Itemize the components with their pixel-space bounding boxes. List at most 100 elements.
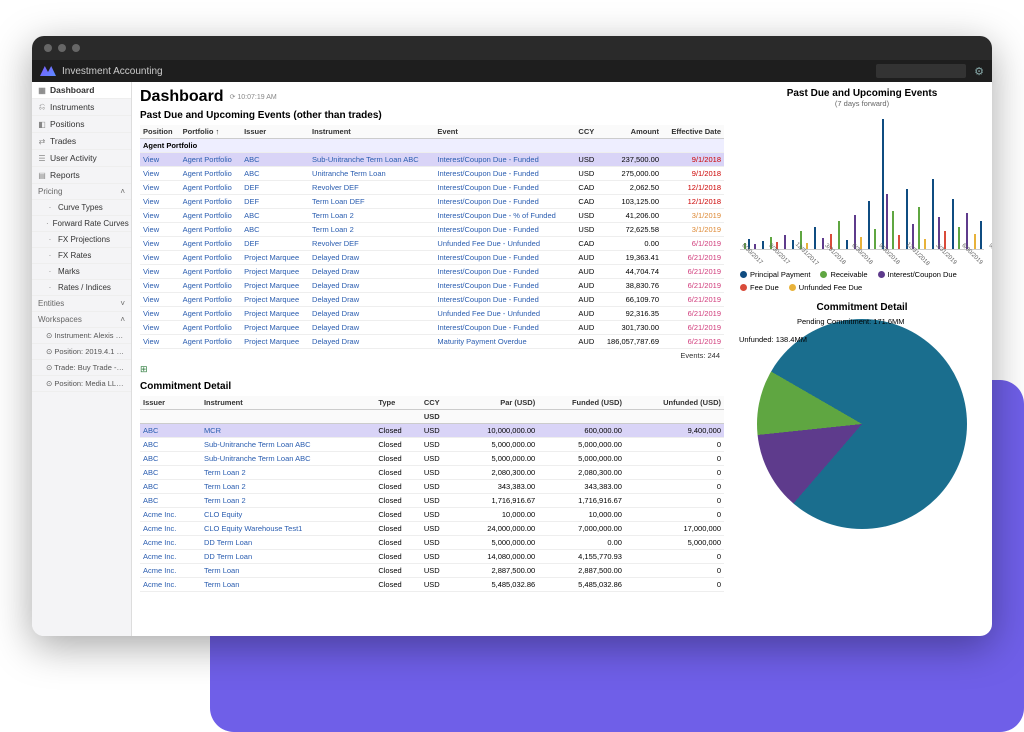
commitment-row[interactable]: ABCSub-Unitranche Term Loan ABCClosedUSD…	[140, 438, 724, 452]
commitment-row[interactable]: Acme Inc.Term LoanClosedUSD2,887,500.002…	[140, 564, 724, 578]
bar	[952, 199, 954, 249]
events-footer: Events: 244	[140, 349, 724, 362]
bar	[958, 227, 960, 249]
sidebar-item-instruments[interactable]: ⎌Instruments	[32, 99, 131, 116]
browser-window: Investment Accounting ⚙ ▦Dashboard⎌Instr…	[32, 36, 992, 636]
sidebar-pricing-forward-rate-curves[interactable]: ·Forward Rate Curves	[32, 216, 131, 232]
bar	[784, 235, 786, 249]
view-link[interactable]: View	[143, 211, 159, 220]
barchart-legend: Principal PaymentReceivableInterest/Coup…	[740, 270, 984, 292]
events-row[interactable]: ViewAgent PortfolioProject MarqueeDelaye…	[140, 251, 724, 265]
commitment-row[interactable]: ABCSub-Unitranche Term Loan ABCClosedUSD…	[140, 452, 724, 466]
sidebar-pricing-marks[interactable]: ·Marks	[32, 264, 131, 280]
events-row[interactable]: ViewAgent PortfolioProject MarqueeDelaye…	[140, 321, 724, 335]
sidebar-section-workspaces[interactable]: Workspaces˄	[32, 312, 131, 328]
workspace-item[interactable]: ⊙ Instrument: Alexis 2019.4.1.37018 Unic…	[32, 328, 131, 344]
bar	[892, 211, 894, 249]
window-dot	[44, 44, 52, 52]
pie-label: Pending Commitment: 171.6MM	[797, 317, 905, 326]
events-col-header[interactable]: CCY	[573, 125, 597, 139]
events-col-header[interactable]: Effective Date	[662, 125, 724, 139]
sidebar-item-trades[interactable]: ⇄Trades	[32, 133, 131, 150]
view-link[interactable]: View	[143, 267, 159, 276]
view-link[interactable]: View	[143, 155, 159, 164]
commitment-row[interactable]: Acme Inc.DD Term LoanClosedUSD14,080,000…	[140, 550, 724, 564]
events-row[interactable]: ViewAgent PortfolioProject MarqueeDelaye…	[140, 279, 724, 293]
export-excel-icon[interactable]: ⊞	[140, 362, 724, 377]
view-link[interactable]: View	[143, 281, 159, 290]
events-col-header[interactable]: Instrument	[309, 125, 434, 139]
events-row[interactable]: ViewAgent PortfolioProject MarqueeDelaye…	[140, 307, 724, 321]
bar	[980, 221, 982, 249]
workspace-item[interactable]: ⊙ Trade: Buy Trade - Dhwani Revolver	[32, 360, 131, 376]
commitment-row[interactable]: ABCMCRClosedUSD10,000,000.00600,000.009,…	[140, 424, 724, 438]
sidebar-pricing-fx-rates[interactable]: ·FX Rates	[32, 248, 131, 264]
workspace-item[interactable]: ⊙ Position: 2019.4.1 HEG - First Lien - …	[32, 344, 131, 360]
search-input[interactable]	[876, 64, 966, 78]
view-link[interactable]: View	[143, 323, 159, 332]
events-col-header[interactable]: Amount	[597, 125, 662, 139]
commitment-col-header[interactable]: CCY	[421, 396, 455, 410]
barchart-subtitle: (7 days forward)	[740, 99, 984, 108]
view-link[interactable]: View	[143, 225, 159, 234]
events-row[interactable]: ViewAgent PortfolioProject MarqueeDelaye…	[140, 293, 724, 307]
view-link[interactable]: View	[143, 197, 159, 206]
legend-item: Interest/Coupon Due	[878, 270, 957, 279]
sidebar-section-entities[interactable]: Entities˅	[32, 296, 131, 312]
commitment-col-header[interactable]: Funded (USD)	[538, 396, 625, 410]
events-group-header: Agent Portfolio	[140, 139, 724, 153]
app-logo	[40, 66, 56, 76]
commitment-row[interactable]: ABCTerm Loan 2ClosedUSD2,080,300.002,080…	[140, 466, 724, 480]
bar	[886, 194, 888, 249]
commitment-row[interactable]: Acme Inc.CLO Equity Warehouse Test1Close…	[140, 522, 724, 536]
sidebar-pricing-curve-types[interactable]: ·Curve Types	[32, 200, 131, 216]
commitment-col-header[interactable]: Issuer	[140, 396, 201, 410]
commitment-row[interactable]: ABCTerm Loan 2ClosedUSD1,716,916.671,716…	[140, 494, 724, 508]
view-link[interactable]: View	[143, 309, 159, 318]
view-link[interactable]: View	[143, 183, 159, 192]
commitment-col-header[interactable]: Instrument	[201, 396, 375, 410]
sidebar-pricing-fx-projections[interactable]: ·FX Projections	[32, 232, 131, 248]
events-row[interactable]: ViewAgent PortfolioABCUnitranche Term Lo…	[140, 167, 724, 181]
sidebar-item-positions[interactable]: ◧Positions	[32, 116, 131, 133]
pie-label: Unfunded: 138.4MM	[739, 335, 807, 344]
events-row[interactable]: ViewAgent PortfolioDEFRevolver DEFUnfund…	[140, 237, 724, 251]
events-col-header[interactable]: Position	[140, 125, 180, 139]
view-link[interactable]: View	[143, 337, 159, 346]
commitment-row[interactable]: Acme Inc.CLO EquityClosedUSD10,000.0010,…	[140, 508, 724, 522]
events-row[interactable]: ViewAgent PortfolioABCSub-Unitranche Ter…	[140, 153, 724, 167]
commitment-row[interactable]: ABCTerm Loan 2ClosedUSD343,383.00343,383…	[140, 480, 724, 494]
view-link[interactable]: View	[143, 169, 159, 178]
events-row[interactable]: ViewAgent PortfolioDEFRevolver DEFIntere…	[140, 181, 724, 195]
app-title: Investment Accounting	[62, 66, 163, 77]
sidebar-item-user-activity[interactable]: ☰User Activity	[32, 150, 131, 167]
sidebar-pricing-rates-indices[interactable]: ·Rates / Indices	[32, 280, 131, 296]
sidebar-section-pricing[interactable]: Pricing˄	[32, 184, 131, 200]
events-row[interactable]: ViewAgent PortfolioProject MarqueeDelaye…	[140, 335, 724, 349]
commitment-row[interactable]: Acme Inc.Term LoanClosedUSD5,485,032.865…	[140, 578, 724, 592]
workspace-item[interactable]: ⊙ Position: Media LLA - Media LLA - LJ's…	[32, 376, 131, 392]
window-dot	[58, 44, 66, 52]
sidebar-item-reports[interactable]: ▤Reports	[32, 167, 131, 184]
sidebar-item-dashboard[interactable]: ▦Dashboard	[32, 82, 131, 99]
events-row[interactable]: ViewAgent PortfolioABCTerm Loan 2Interes…	[140, 223, 724, 237]
view-link[interactable]: View	[143, 295, 159, 304]
events-row[interactable]: ViewAgent PortfolioProject MarqueeDelaye…	[140, 265, 724, 279]
main-panel: Dashboard ⟳ 10:07:19 AM Past Due and Upc…	[132, 82, 732, 636]
settings-gear-icon[interactable]: ⚙	[974, 65, 984, 78]
events-col-header[interactable]: Portfolio ↑	[180, 125, 241, 139]
browser-titlebar	[32, 36, 992, 60]
bar	[874, 229, 876, 249]
bar	[924, 239, 926, 249]
commitment-row[interactable]: Acme Inc.DD Term LoanClosedUSD5,000,000.…	[140, 536, 724, 550]
right-panel: Past Due and Upcoming Events (7 days for…	[732, 82, 992, 636]
view-link[interactable]: View	[143, 253, 159, 262]
view-link[interactable]: View	[143, 239, 159, 248]
events-col-header[interactable]: Issuer	[241, 125, 309, 139]
events-row[interactable]: ViewAgent PortfolioDEFTerm Loan DEFInter…	[140, 195, 724, 209]
commitment-col-header[interactable]: Par (USD)	[455, 396, 539, 410]
events-col-header[interactable]: Event	[434, 125, 573, 139]
commitment-col-header[interactable]: Type	[375, 396, 420, 410]
events-row[interactable]: ViewAgent PortfolioABCTerm Loan 2Interes…	[140, 209, 724, 223]
commitment-col-header[interactable]: Unfunded (USD)	[625, 396, 724, 410]
